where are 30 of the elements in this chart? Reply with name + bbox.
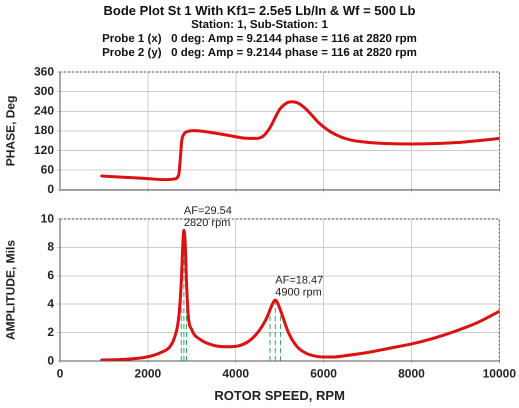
annotation: AF=29.54 2820 rpm xyxy=(184,204,232,229)
y-tick-label: 8 xyxy=(47,240,54,254)
x-tick-label: 4000 xyxy=(222,366,250,381)
y-axis-title: AMPLITUDE, Mils xyxy=(4,240,18,340)
y-tick-label: 10 xyxy=(40,211,54,226)
y-axis-title: PHASE, Deg xyxy=(4,96,18,166)
y-tick-label: 60 xyxy=(40,162,54,176)
chart-subtitle: Station: 1, Sub-Station: 1 xyxy=(190,18,329,32)
x-tick-label: 0 xyxy=(56,366,64,381)
y-tick-label: 4 xyxy=(47,296,54,311)
y-tick-label: 0 xyxy=(47,182,54,196)
y-tick-label: 2 xyxy=(47,324,54,339)
line-series xyxy=(100,228,500,361)
x-tick-label: 6000 xyxy=(310,366,338,381)
y-tick-label: 360 xyxy=(34,64,54,78)
y-tick-label: 180 xyxy=(34,123,54,138)
chart-title: Bode Plot St 1 With Kf1= 2.5e5 Lb/In & Wf = 500 Lb xyxy=(102,3,416,18)
line-series xyxy=(100,100,500,182)
y-tick-label: 240 xyxy=(34,104,54,118)
x-tick-label: 2000 xyxy=(134,366,162,381)
text: Probe 1 (x) 0 deg: Amp = 9.2144 phase = 116 at 2820 rpm xyxy=(101,32,418,46)
y-tick-label: 0 xyxy=(47,353,54,368)
y-tick-label: 120 xyxy=(34,142,54,157)
y-tick-label: 6 xyxy=(47,268,54,282)
x-tick-label: 8000 xyxy=(398,366,426,381)
annotation: AF=18.47 4900 rpm xyxy=(275,274,324,298)
y-tick-label: 300 xyxy=(34,84,54,98)
x-tick-label: 10000 xyxy=(482,366,516,381)
text: Probe 2 (y) 0 deg: Amp = 9.2144 phase = 116 at 2820 rpm xyxy=(101,46,418,60)
x-axis-title: ROTOR SPEED, RPM xyxy=(214,388,345,403)
